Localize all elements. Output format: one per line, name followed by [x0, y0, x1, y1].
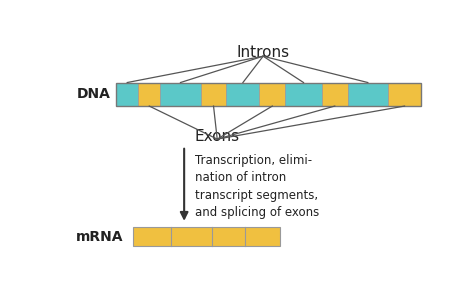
Bar	[160, 83, 201, 106]
Bar	[116, 83, 421, 106]
Text: Introns: Introns	[237, 45, 290, 60]
Text: mRNA: mRNA	[76, 230, 124, 244]
Bar	[347, 83, 388, 106]
Bar	[201, 83, 227, 106]
Bar	[138, 83, 160, 106]
Bar	[388, 83, 421, 106]
Bar	[227, 83, 259, 106]
Bar	[259, 83, 285, 106]
Text: DNA: DNA	[77, 87, 110, 101]
Text: Exons: Exons	[195, 129, 240, 143]
Bar	[322, 83, 347, 106]
Text: Transcription, elimi-
nation of intron
transcript segments,
and splicing of exon: Transcription, elimi- nation of intron t…	[195, 154, 319, 219]
Bar	[116, 83, 138, 106]
Bar	[133, 227, 280, 246]
Bar	[285, 83, 322, 106]
